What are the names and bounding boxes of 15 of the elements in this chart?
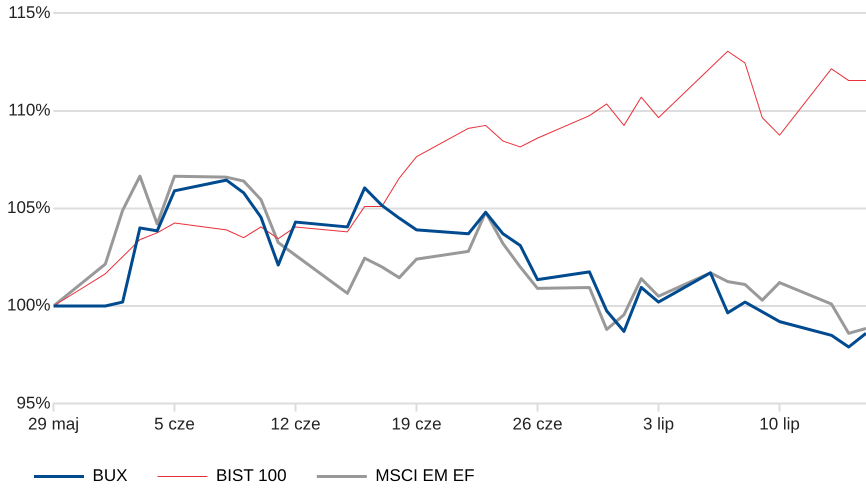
- legend-label: BUX: [92, 466, 128, 486]
- x-tick-label: 10 lip: [759, 414, 800, 434]
- legend-label: BIST 100: [216, 466, 287, 486]
- x-tick-label: 12 cze: [270, 414, 321, 434]
- y-tick-label: 95%: [16, 393, 50, 412]
- x-tick-label: 26 cze: [512, 414, 563, 434]
- x-tick-label: 3 lip: [642, 414, 674, 434]
- x-tick-label: 5 cze: [154, 414, 195, 434]
- y-tick-label: 100%: [6, 296, 50, 315]
- x-tick-label: 19 cze: [391, 414, 442, 434]
- legend-label: MSCI EM EF: [375, 466, 474, 486]
- y-tick-label: 110%: [8, 100, 50, 120]
- x-tick-label: 29 maj: [28, 414, 79, 434]
- y-tick-label: 115%: [8, 2, 50, 22]
- y-tick-label: 105%: [6, 198, 50, 218]
